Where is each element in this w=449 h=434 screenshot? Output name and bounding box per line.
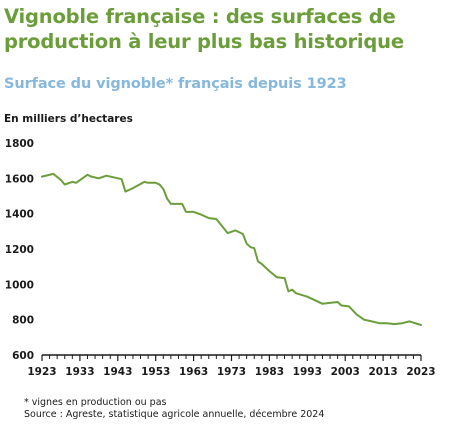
chart-notes: * vignes en production ou pas Source : A… [24,397,324,421]
y-tick-label: 1400 [5,209,34,221]
footnote: * vignes en production ou pas [24,397,167,408]
x-tick-label: 1943 [103,366,132,378]
x-tick-label: 2003 [331,366,360,378]
x-tick-label: 1983 [255,366,284,378]
x-tick-label: 1993 [293,366,322,378]
y-tick-label: 1600 [5,173,34,185]
y-tick-label: 1800 [5,138,34,150]
y-tick-label: 1000 [5,279,34,291]
chart-subtitle: Surface du vignoble* français depuis 192… [4,76,347,92]
series-line [41,172,422,326]
x-tick-label: 1963 [179,366,208,378]
y-tick-label: 1200 [5,244,34,256]
x-tick-label: 1923 [27,366,56,378]
source-note: Source : Agreste, statistique agricole a… [24,409,325,420]
y-tick-label: 800 [12,315,34,327]
y-axis: 600 800 1000 1200 1400 1600 1800 [5,138,34,362]
chart-title: Vignoble française : des surfaces de pro… [4,5,404,53]
x-axis: 1923 1933 1943 1953 1963 1973 1983 1993 2003 2013… [27,354,436,378]
x-tick-label: 1973 [217,366,246,378]
y-axis-unit-label: En milliers d’hectares [4,113,133,125]
x-tick-label: 2023 [406,366,435,378]
y-tick-label: 600 [12,350,34,362]
x-tick-label: 1953 [141,366,170,378]
x-tick-label: 2013 [368,366,397,378]
x-tick-label: 1933 [65,366,94,378]
series-group [41,172,422,326]
